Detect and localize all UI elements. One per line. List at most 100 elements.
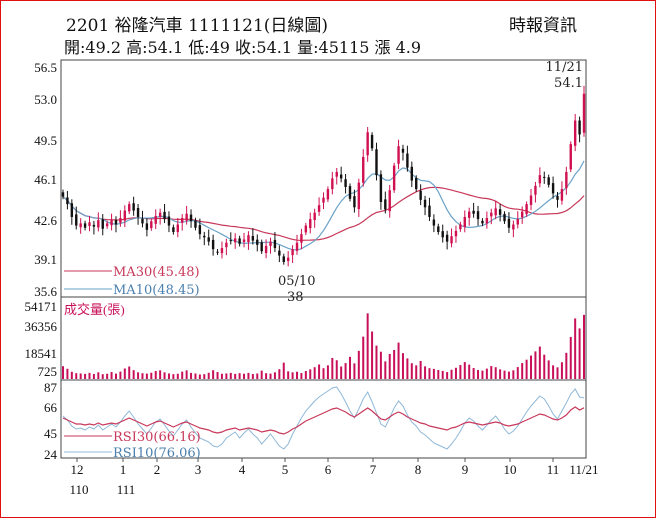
volume-bar xyxy=(348,356,351,379)
candle-body xyxy=(556,195,559,200)
gridlines xyxy=(76,458,554,462)
volume-bar xyxy=(273,372,276,379)
candle-body xyxy=(172,227,175,232)
candle-body xyxy=(366,132,369,156)
candle-body xyxy=(304,225,308,233)
candle-body xyxy=(454,230,458,237)
volume-bar xyxy=(569,336,572,379)
month-label: 11/21 xyxy=(569,462,598,477)
volume-bar xyxy=(207,372,210,379)
candle-body xyxy=(344,179,347,187)
candle-body xyxy=(114,220,118,225)
volume-bar xyxy=(225,373,228,379)
volume-bar xyxy=(79,373,82,379)
volume-bar xyxy=(397,342,400,379)
volume-bar xyxy=(194,373,197,379)
volume-bar xyxy=(278,369,281,379)
candle-body xyxy=(229,240,232,242)
month-label: 7 xyxy=(370,462,377,477)
volume-bar xyxy=(123,368,126,379)
candle-body xyxy=(61,192,65,197)
ma30-legend: MA30(45.48) xyxy=(113,265,200,280)
volume-bar xyxy=(251,374,254,379)
volume-bar xyxy=(499,369,502,379)
year-label: 111 xyxy=(117,482,136,497)
volume-bar xyxy=(243,373,246,379)
volume-bar xyxy=(393,350,396,379)
volume-bar xyxy=(578,328,581,379)
volume-bar xyxy=(110,372,113,379)
candle-body xyxy=(348,186,352,199)
volume-bar xyxy=(181,371,184,379)
volume-bar xyxy=(463,362,466,379)
volume-bar xyxy=(203,374,206,379)
candle-body xyxy=(512,224,515,230)
volume-bar xyxy=(428,368,431,379)
volume-bar xyxy=(437,370,440,379)
month-label: 3 xyxy=(195,462,202,477)
candle-body xyxy=(300,234,303,243)
volume-bar xyxy=(362,336,365,379)
volume-bar xyxy=(229,372,232,379)
volume-bar xyxy=(145,373,148,379)
volume-bar xyxy=(410,363,413,379)
volume-bar xyxy=(220,373,223,379)
chart-title: 2201 裕隆汽車 1111121(日線圖) xyxy=(66,16,329,36)
month-label: 9 xyxy=(462,462,469,477)
candle-body xyxy=(379,174,383,202)
candle-body xyxy=(375,149,378,176)
volume-bar xyxy=(167,373,170,379)
volume-bar xyxy=(485,368,488,379)
price-ytick: 53.0 xyxy=(34,92,57,107)
volume-bar xyxy=(490,366,493,379)
candle-body xyxy=(560,189,564,201)
volume-bar xyxy=(538,346,541,379)
candle-body xyxy=(145,223,149,230)
candle-body xyxy=(189,214,193,222)
volume-bar xyxy=(450,369,453,379)
volume-bar xyxy=(459,365,462,379)
candle-body xyxy=(158,212,162,217)
month-label: 1 xyxy=(120,462,127,477)
candle-body xyxy=(163,211,166,220)
volume-bars xyxy=(62,313,585,379)
volume-bar xyxy=(296,371,299,379)
volume-bar xyxy=(419,360,422,379)
candle-body xyxy=(582,93,586,133)
volume-panel xyxy=(60,296,587,381)
candle-body xyxy=(445,234,449,242)
volume-bar xyxy=(132,370,135,379)
candle-body xyxy=(185,213,188,221)
volume-bar xyxy=(282,362,285,379)
candle-body xyxy=(423,199,427,208)
volume-bar xyxy=(106,373,109,379)
month-label: 12 xyxy=(71,462,84,477)
volume-bar xyxy=(357,350,360,379)
volume-bar xyxy=(114,373,117,379)
candle-body xyxy=(278,250,281,256)
volume-bar xyxy=(534,351,537,379)
candle-body xyxy=(507,218,511,228)
candle-body xyxy=(282,256,285,262)
candle-body xyxy=(331,178,334,190)
candle-body xyxy=(463,216,466,228)
low-value-label: 38 xyxy=(287,290,304,305)
source-label: 時報資訊 xyxy=(509,16,577,36)
price-ytick: 42.6 xyxy=(34,213,57,228)
volume-bar xyxy=(331,357,334,379)
volume-bar xyxy=(344,363,347,379)
candle-body xyxy=(357,182,361,210)
candle-body xyxy=(83,223,87,228)
rsi-lines xyxy=(62,386,585,450)
candle-body xyxy=(419,190,422,200)
volume-bar xyxy=(574,318,577,379)
candle-body xyxy=(388,190,391,212)
candle-body xyxy=(181,218,184,223)
volume-bar xyxy=(101,374,104,379)
candle-body xyxy=(437,226,440,232)
volume-bar xyxy=(441,370,444,379)
volume-bar xyxy=(198,374,201,379)
candle-body xyxy=(176,224,180,232)
volume-bar xyxy=(468,364,471,379)
high-date-label: 11/21 xyxy=(546,60,583,75)
